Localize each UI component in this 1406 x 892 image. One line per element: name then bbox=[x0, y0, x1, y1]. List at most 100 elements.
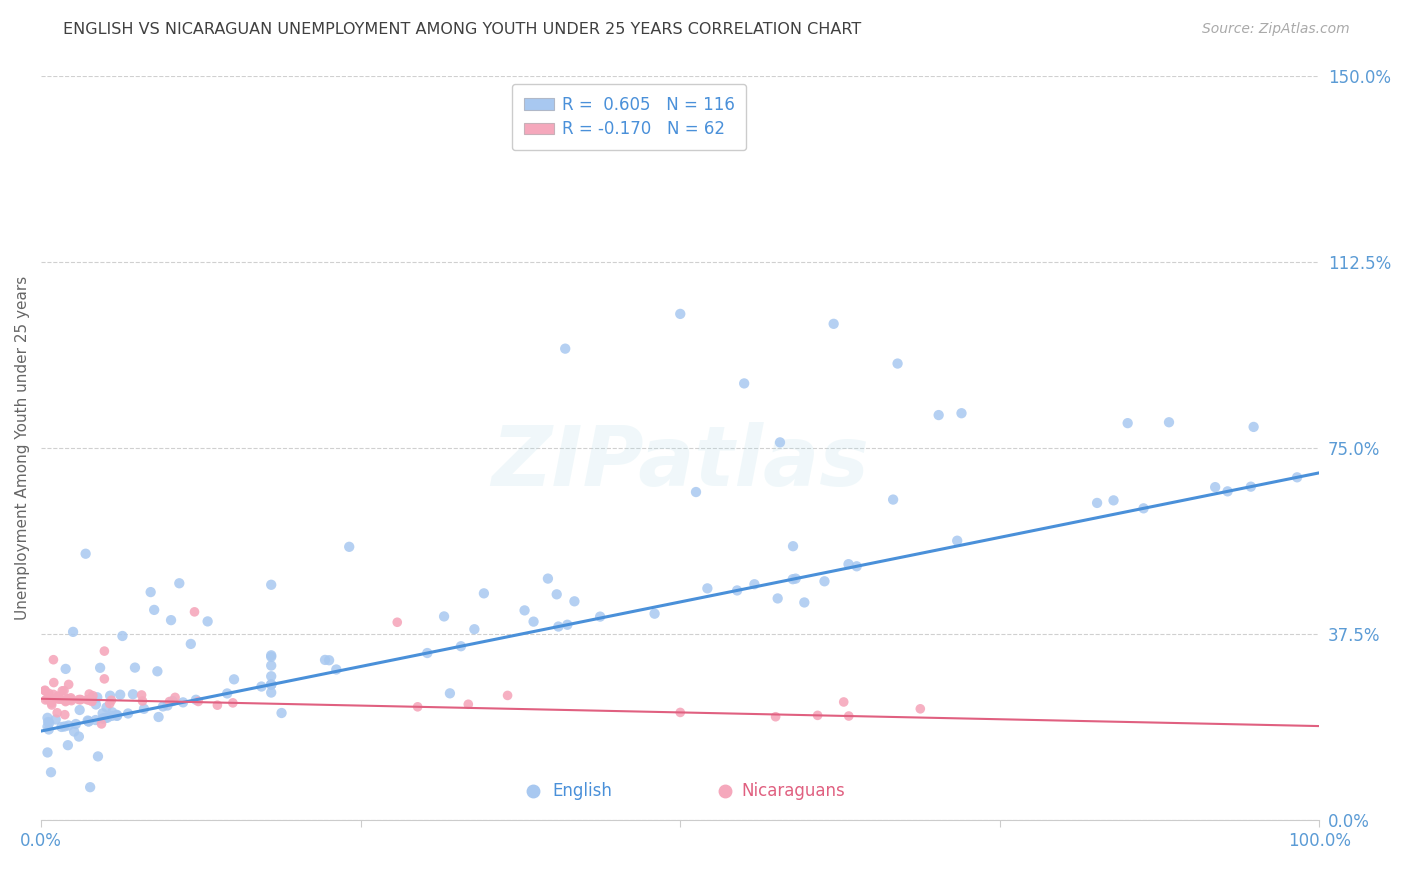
Point bbox=[496, 689, 519, 703]
Point bbox=[793, 595, 815, 609]
Point bbox=[53, 683, 76, 698]
Point bbox=[260, 677, 283, 691]
Point bbox=[58, 718, 80, 732]
Point bbox=[260, 649, 283, 664]
Point bbox=[1132, 501, 1154, 516]
Point bbox=[38, 715, 60, 730]
Point bbox=[537, 572, 560, 586]
Point bbox=[765, 710, 787, 724]
Point bbox=[98, 689, 121, 703]
Point bbox=[557, 617, 579, 632]
Point bbox=[159, 694, 181, 708]
Point bbox=[80, 693, 103, 707]
Point bbox=[84, 698, 107, 712]
Point bbox=[111, 629, 134, 643]
Point bbox=[270, 706, 292, 720]
Point bbox=[744, 577, 766, 591]
Point bbox=[250, 680, 273, 694]
Text: Source: ZipAtlas.com: Source: ZipAtlas.com bbox=[1202, 22, 1350, 37]
Point bbox=[56, 692, 79, 706]
Point bbox=[82, 689, 104, 703]
Point bbox=[782, 572, 804, 586]
Point bbox=[67, 692, 90, 706]
Point bbox=[132, 702, 155, 716]
Point bbox=[554, 342, 576, 356]
Point bbox=[124, 660, 146, 674]
Point bbox=[725, 583, 748, 598]
Point bbox=[60, 694, 83, 708]
Point bbox=[260, 669, 283, 683]
Point bbox=[77, 687, 100, 701]
Point bbox=[77, 693, 100, 707]
Point bbox=[69, 692, 91, 706]
Point bbox=[589, 609, 612, 624]
Text: ZIPatlas: ZIPatlas bbox=[491, 423, 869, 503]
Point bbox=[644, 607, 666, 621]
Point bbox=[37, 692, 59, 706]
Point bbox=[1204, 480, 1226, 494]
Point bbox=[67, 730, 90, 744]
Point bbox=[318, 653, 340, 667]
Point bbox=[75, 547, 97, 561]
Point bbox=[41, 692, 63, 706]
Point bbox=[98, 697, 121, 711]
Point bbox=[45, 713, 67, 727]
Point bbox=[152, 699, 174, 714]
Point bbox=[37, 692, 59, 706]
Point bbox=[946, 533, 969, 548]
Point bbox=[62, 624, 84, 639]
Point bbox=[131, 694, 153, 708]
Point bbox=[183, 605, 205, 619]
Point bbox=[34, 693, 56, 707]
Point bbox=[38, 723, 60, 737]
Point bbox=[823, 317, 845, 331]
Point bbox=[86, 690, 108, 705]
Point bbox=[928, 408, 950, 422]
Point bbox=[769, 435, 792, 450]
Point bbox=[439, 686, 461, 700]
Point bbox=[53, 719, 76, 733]
Legend: R =  0.605   N = 116, R = -0.170   N = 62: R = 0.605 N = 116, R = -0.170 N = 62 bbox=[512, 84, 747, 150]
Point bbox=[87, 749, 110, 764]
Point bbox=[38, 686, 60, 700]
Point bbox=[546, 587, 568, 601]
Point bbox=[59, 690, 82, 705]
Point bbox=[314, 653, 336, 667]
Point bbox=[42, 692, 65, 706]
Point bbox=[56, 738, 79, 752]
Point bbox=[1286, 470, 1309, 484]
Point bbox=[457, 698, 479, 712]
Point bbox=[41, 696, 63, 710]
Point bbox=[813, 574, 835, 589]
Point bbox=[184, 692, 207, 706]
Point bbox=[42, 692, 65, 706]
Point bbox=[148, 710, 170, 724]
Point bbox=[91, 706, 114, 721]
Point bbox=[101, 709, 124, 723]
Point bbox=[160, 613, 183, 627]
Point bbox=[156, 698, 179, 713]
Point bbox=[143, 603, 166, 617]
Point bbox=[406, 699, 429, 714]
Point bbox=[37, 720, 59, 734]
Point bbox=[180, 637, 202, 651]
Point bbox=[90, 717, 112, 731]
Point bbox=[845, 559, 868, 574]
Point bbox=[105, 708, 128, 723]
Point bbox=[337, 540, 360, 554]
Point bbox=[76, 692, 98, 706]
Point bbox=[37, 714, 59, 729]
Point bbox=[260, 677, 283, 691]
Point bbox=[56, 691, 79, 706]
Point bbox=[433, 609, 456, 624]
Point bbox=[139, 585, 162, 599]
Point bbox=[42, 675, 65, 690]
Point bbox=[325, 663, 347, 677]
Point bbox=[1116, 416, 1139, 430]
Point bbox=[260, 648, 283, 663]
Point bbox=[222, 673, 245, 687]
Point bbox=[55, 693, 77, 707]
Point bbox=[733, 376, 755, 391]
Point bbox=[217, 686, 239, 700]
Point bbox=[547, 619, 569, 633]
